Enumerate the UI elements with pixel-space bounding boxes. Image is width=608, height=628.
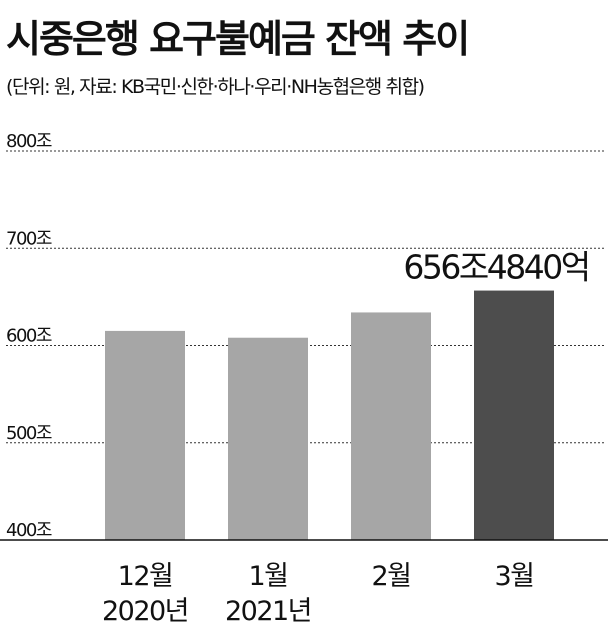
bar xyxy=(474,290,554,540)
y-tick-label: 400조 xyxy=(6,520,52,541)
chart-title: 시중은행 요구불예금 잔액 추이 xyxy=(6,17,470,61)
y-tick-label: 800조 xyxy=(6,131,52,152)
y-tick-label: 600조 xyxy=(6,326,52,347)
x-tick-label: 3월 xyxy=(494,561,533,592)
data-label: 656조4840억 xyxy=(403,248,588,287)
y-tick-label: 700조 xyxy=(6,228,52,249)
x-tick-label: 2월 xyxy=(371,561,410,592)
bar xyxy=(228,337,308,540)
x-tick-label: 12월 2020년 xyxy=(102,561,188,627)
y-tick-label: 500조 xyxy=(6,423,52,444)
x-tick-label: 1월 2021년 xyxy=(225,561,311,627)
chart-subtitle: (단위: 원, 자료: KB국민·신한·하나·우리·NH농협은행 취합) xyxy=(6,76,425,98)
bar xyxy=(105,330,185,540)
bar xyxy=(351,312,431,540)
